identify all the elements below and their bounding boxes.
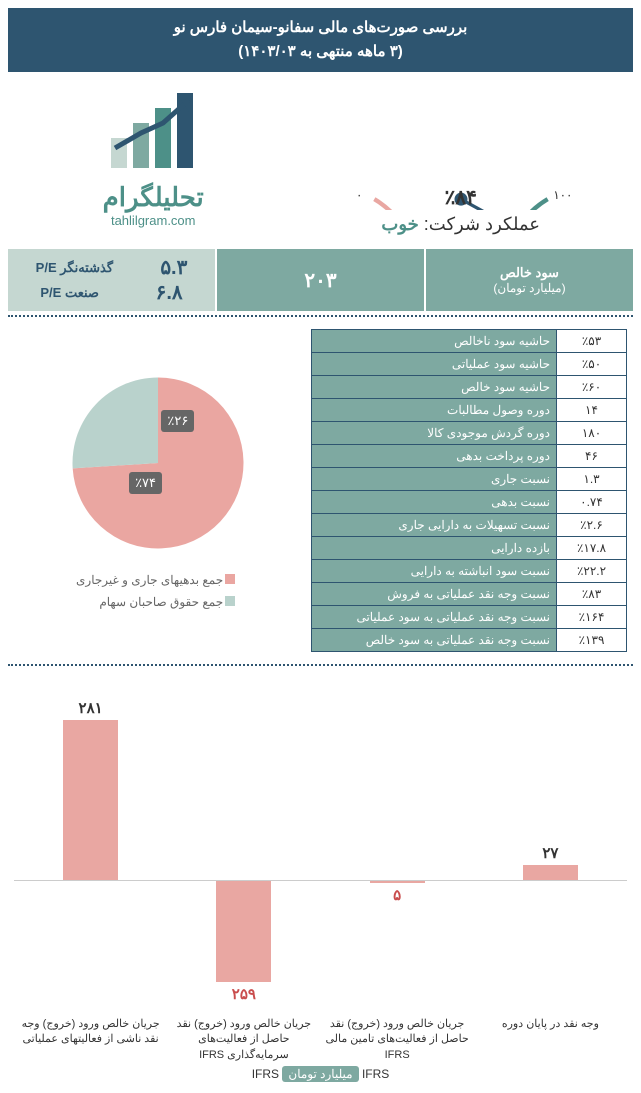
pe-cell: ۵.۳ گذشته‌نگر P/E ۶.۸ صنعت P/E bbox=[8, 249, 215, 311]
bar-rect bbox=[523, 865, 578, 880]
ratio-value: ۱۴ bbox=[557, 399, 627, 422]
ratio-label: حاشیه سود ناخالص bbox=[312, 330, 557, 353]
ratio-label: بازده دارایی bbox=[312, 537, 557, 560]
net-profit-value-cell: ۲۰۳ bbox=[217, 249, 424, 311]
unit-badge: میلیارد تومان bbox=[282, 1066, 358, 1082]
ratio-value: ٪۸۳ bbox=[557, 583, 627, 606]
bar-label: جریان خالص ورود (خروج) نقد حاصل از فعالی… bbox=[321, 1017, 474, 1063]
ratio-label: حاشیه سود عملیاتی bbox=[312, 353, 557, 376]
pie-legend: جمع بدهیهای جاری و غیرجاری جمع حقوق صاحب… bbox=[76, 570, 239, 613]
ratio-value: ۱.۳ bbox=[557, 468, 627, 491]
ratio-label: نسبت وجه نقد عملیاتی به فروش bbox=[312, 583, 557, 606]
pie-label-a: ٪۷۴ bbox=[129, 472, 162, 494]
bar-label: وجه نقد در پایان دوره bbox=[502, 1017, 599, 1032]
bar-value: ۵ bbox=[393, 886, 401, 904]
bar-label: جریان خالص ورود (خروج) وجه نقد ناشی از ف… bbox=[14, 1017, 167, 1048]
pie-panel: ٪۷۴ ٪۲۶ جمع بدهیهای جاری و غیرجاری جمع ح… bbox=[14, 329, 301, 652]
bar-value: ۲۸۱ bbox=[79, 699, 103, 717]
top-panel: ۰۱۰۲۰۳۰۴۰۵۰۶۰۷۰۸۰۹۰۱۰۰ ٪۸۴ عملکرد شرکت: … bbox=[8, 72, 633, 243]
ratio-label: نسبت وجه نقد عملیاتی به سود خالص bbox=[312, 629, 557, 652]
ratio-value: ٪۲.۶ bbox=[557, 514, 627, 537]
bars-positive: ۲۷ ۲۸۱ bbox=[14, 680, 627, 880]
report-header: بررسی صورت‌های مالی سفانو-سیمان فارس نو … bbox=[8, 8, 633, 72]
brand-panel: تحلیلگرام tahlilgram.com bbox=[18, 88, 288, 228]
net-profit-label: سود خالص bbox=[430, 265, 629, 281]
ratio-label: نسبت جاری bbox=[312, 468, 557, 491]
ratios-table: ٪۵۳حاشیه سود ناخالص٪۵۰حاشیه سود عملیاتی٪… bbox=[311, 329, 627, 652]
bar-rect bbox=[216, 881, 271, 982]
header-title: بررسی صورت‌های مالی سفانو-سیمان فارس نو bbox=[12, 16, 629, 40]
pie-label-b: ٪۲۶ bbox=[161, 410, 194, 432]
ratio-label: نسبت تسهیلات به دارایی جاری bbox=[312, 514, 557, 537]
bar-rect bbox=[63, 720, 118, 880]
net-profit-cell: سود خالص (میلیارد تومان) bbox=[426, 249, 633, 311]
ratio-value: ۰.۷۴ bbox=[557, 491, 627, 514]
ratio-value: ٪۶۰ bbox=[557, 376, 627, 399]
divider bbox=[8, 664, 633, 666]
pe-trailing-label: گذشته‌نگر P/E bbox=[36, 260, 113, 276]
divider bbox=[8, 315, 633, 317]
cashflow-chart: ۲۷ ۲۸۱ ۵ ۲۵۹ وجه نقد در پایان دوره جریان خا… bbox=[8, 670, 633, 1085]
ratio-value: ٪۱۳۹ bbox=[557, 629, 627, 652]
net-profit-value: ۲۰۳ bbox=[221, 268, 420, 293]
svg-text:۰: ۰ bbox=[356, 188, 362, 202]
bars-negative: ۵ ۲۵۹ bbox=[14, 881, 627, 1011]
ratio-label: نسبت سود انباشته به دارایی bbox=[312, 560, 557, 583]
svg-text:۱۰۰: ۱۰۰ bbox=[553, 188, 571, 202]
ifrs-label-2: IFRS bbox=[252, 1067, 279, 1081]
brand-site: tahlilgram.com bbox=[111, 213, 196, 228]
header-subtitle: (۳ ماهه منتهی به ۱۴۰۳/۰۳) bbox=[12, 40, 629, 64]
pe-industry-label: صنعت P/E bbox=[40, 285, 99, 301]
summary-row: سود خالص (میلیارد تومان) ۲۰۳ ۵.۳ گذشته‌ن… bbox=[8, 249, 633, 311]
performance-gauge: ۰۱۰۲۰۳۰۴۰۵۰۶۰۷۰۸۰۹۰۱۰۰ ٪۸۴ bbox=[351, 80, 571, 210]
legend-swatch-a bbox=[225, 574, 235, 584]
bar-value: ۲۷ bbox=[542, 844, 558, 862]
ratio-value: ۱۸۰ bbox=[557, 422, 627, 445]
performance-value: خوب bbox=[381, 214, 418, 234]
pe-trailing-value: ۵.۳ bbox=[160, 255, 187, 280]
ratio-value: ٪۲۲.۲ bbox=[557, 560, 627, 583]
logo-icon bbox=[98, 88, 208, 178]
ratio-value: ٪۱۷.۸ bbox=[557, 537, 627, 560]
ratio-value: ٪۱۶۴ bbox=[557, 606, 627, 629]
gauge-panel: ۰۱۰۲۰۳۰۴۰۵۰۶۰۷۰۸۰۹۰۱۰۰ ٪۸۴ عملکرد شرکت: … bbox=[298, 80, 623, 235]
ratio-label: دوره گردش موجودی کالا bbox=[312, 422, 557, 445]
bar-rect bbox=[370, 881, 425, 883]
legend-b: جمع حقوق صاحبان سهام bbox=[99, 595, 223, 609]
ratio-value: ۴۶ bbox=[557, 445, 627, 468]
net-profit-sub: (میلیارد تومان) bbox=[430, 281, 629, 295]
brand-name: تحلیلگرام bbox=[103, 182, 204, 213]
bar-value: ۲۵۹ bbox=[232, 985, 256, 1003]
ratio-label: دوره وصول مطالبات bbox=[312, 399, 557, 422]
ratios-panel: ٪۵۳حاشیه سود ناخالص٪۵۰حاشیه سود عملیاتی٪… bbox=[8, 321, 633, 660]
ifrs-label-1: IFRS bbox=[362, 1067, 389, 1081]
ratio-value: ٪۵۰ bbox=[557, 353, 627, 376]
unit-row: IFRS میلیارد تومان IFRS bbox=[14, 1067, 627, 1081]
equity-pie: ٪۷۴ ٪۲۶ bbox=[63, 368, 253, 558]
performance-line: عملکرد شرکت: خوب bbox=[381, 214, 540, 235]
ratio-label: نسبت وجه نقد عملیاتی به سود عملیاتی bbox=[312, 606, 557, 629]
performance-label: عملکرد شرکت: bbox=[424, 214, 540, 234]
pe-industry-value: ۶.۸ bbox=[156, 280, 183, 305]
gauge-value: ٪۸۴ bbox=[445, 185, 477, 210]
ratio-label: نسبت بدهی bbox=[312, 491, 557, 514]
bar-labels: وجه نقد در پایان دوره جریان خالص ورود (خر… bbox=[14, 1011, 627, 1063]
ratio-label: حاشیه سود خالص bbox=[312, 376, 557, 399]
ratio-label: دوره پرداخت بدهی bbox=[312, 445, 557, 468]
bar-label: جریان خالص ورود (خروج) نقد حاصل از فعالی… bbox=[167, 1017, 320, 1063]
legend-swatch-b bbox=[225, 596, 235, 606]
ratio-value: ٪۵۳ bbox=[557, 330, 627, 353]
legend-a: جمع بدهیهای جاری و غیرجاری bbox=[76, 573, 223, 587]
